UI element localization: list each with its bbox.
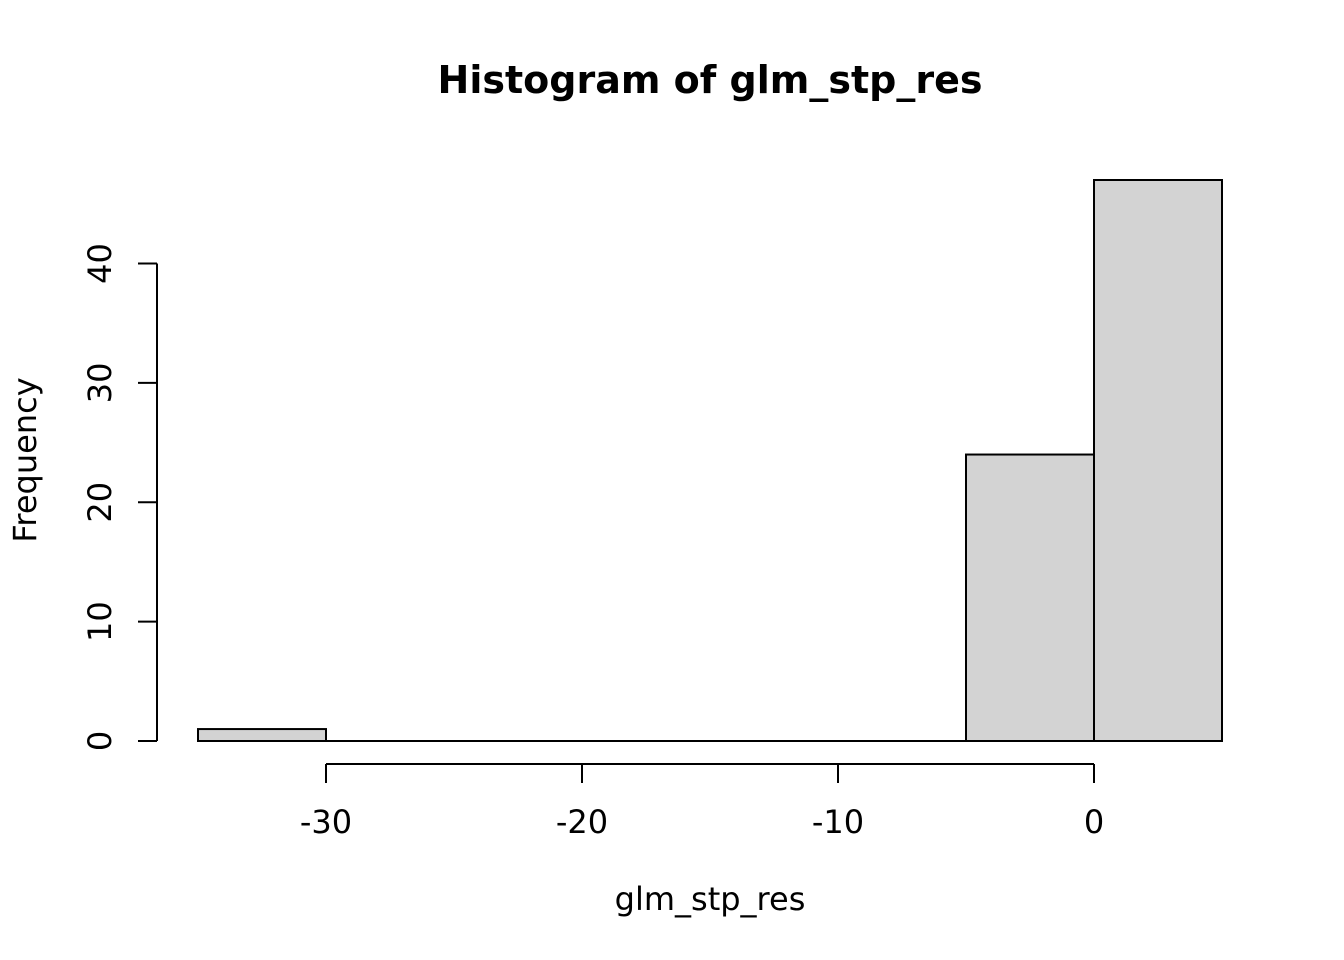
y-tick-label: 30 — [81, 363, 119, 404]
x-axis-label: glm_stp_res — [615, 880, 806, 918]
histogram-bar — [965, 453, 1095, 742]
x-tick-label: 0 — [1084, 803, 1104, 841]
histogram-bar — [1093, 179, 1223, 742]
y-tick-label: 40 — [81, 243, 119, 284]
x-tick-label: -20 — [556, 803, 608, 841]
y-tick-label: 20 — [81, 482, 119, 523]
x-tick-label: -30 — [300, 803, 352, 841]
x-tick-label: -10 — [812, 803, 864, 841]
histogram-bar — [197, 728, 327, 743]
chart-title: Histogram of glm_stp_res — [438, 58, 983, 102]
bars-group — [197, 179, 1223, 743]
y-axis-label: Frequency — [6, 377, 44, 542]
x-axis: -30 -20 -10 0 — [300, 763, 1104, 841]
y-axis: 0 10 20 30 40 — [81, 243, 158, 751]
y-tick-label: 10 — [81, 601, 119, 642]
y-tick-label: 0 — [81, 731, 119, 751]
